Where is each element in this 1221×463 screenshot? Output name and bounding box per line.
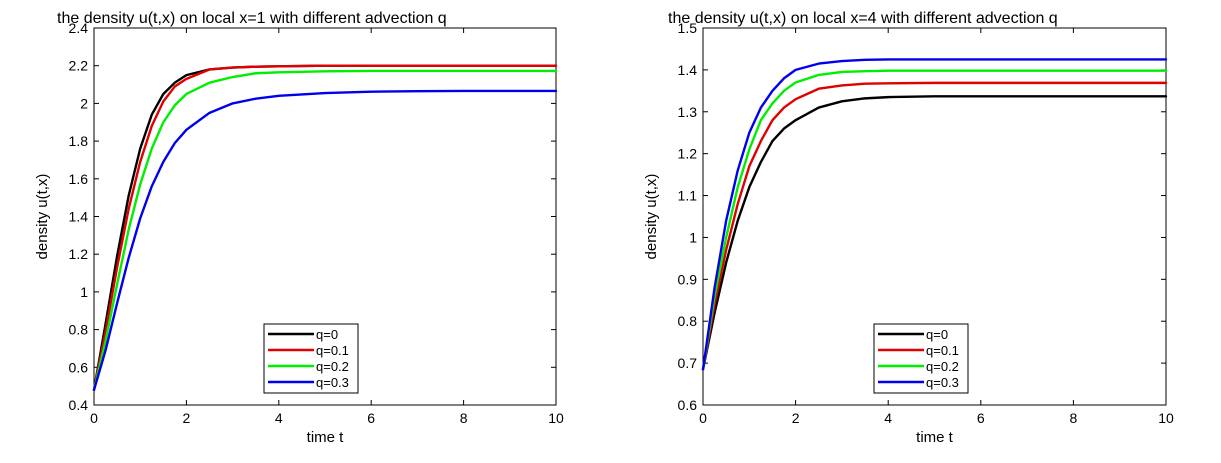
chart-panel-1: 0 2 4 6 8 10 0.4 0.6 0.8 1 1.2 1.4 1.6 1.8 2 2.2 2.4the … — [34, 10, 564, 446]
legend-entry-label: q=0.2 — [316, 359, 349, 374]
y-tick-label: 1.4 — [678, 62, 698, 78]
x-tick-label: 8 — [460, 410, 468, 426]
series-line-q=0.3 — [92, 89, 558, 392]
x-tick-label: 6 — [977, 410, 985, 426]
series-line-q=0.2 — [92, 69, 558, 392]
x-tick-label: 10 — [548, 410, 564, 426]
chart-title: the density u(t,x) on local x=4 with dif… — [668, 10, 1058, 27]
legend-entry-label: q=0.1 — [316, 343, 349, 358]
x-axis-label: time t — [916, 429, 954, 446]
y-tick-label: 0.9 — [678, 271, 698, 287]
y-tick-label: 1.2 — [678, 146, 698, 162]
y-tick-label: 2 — [80, 95, 88, 111]
legend: q=0q=0.1q=0.2q=0.3 — [263, 323, 359, 394]
legend-entry-label: q=0 — [926, 327, 948, 342]
y-tick-label: 1.5 — [678, 20, 698, 36]
x-tick-label: 2 — [792, 410, 800, 426]
y-tick-label: 0.6 — [678, 397, 698, 413]
legend-entry-label: q=0.1 — [926, 343, 959, 358]
y-tick-label: 1.1 — [678, 188, 698, 204]
y-tick-label: 1.4 — [69, 209, 89, 225]
legend: q=0q=0.1q=0.2q=0.3 — [873, 323, 969, 394]
y-tick-label: 1 — [80, 284, 88, 300]
series-line-q=0.1 — [92, 64, 558, 392]
x-tick-label: 4 — [275, 410, 283, 426]
x-tick-label: 8 — [1070, 410, 1078, 426]
x-axis-label: time t — [307, 429, 345, 446]
legend-entry-label: q=0.3 — [316, 375, 349, 390]
legend-entry-label: q=0 — [316, 327, 338, 342]
chart-title: the density u(t,x) on local x=1 with dif… — [57, 10, 447, 27]
y-axis-label: density u(t,x) — [643, 174, 660, 260]
y-axis-label: density u(t,x) — [34, 174, 51, 260]
series-line-q=0 — [701, 95, 1168, 371]
y-tick-label: 0.7 — [678, 355, 698, 371]
y-tick-label: 0.6 — [69, 359, 89, 375]
y-tick-label: 1.3 — [678, 104, 698, 120]
series-line-q=0.3 — [701, 58, 1168, 371]
x-tick-label: 0 — [90, 410, 98, 426]
x-tick-label: 2 — [183, 410, 191, 426]
y-tick-label: 0.8 — [678, 313, 698, 329]
series-line-q=0.1 — [701, 81, 1168, 371]
y-tick-label: 2.4 — [69, 20, 89, 36]
x-tick-label: 6 — [367, 410, 375, 426]
x-tick-label: 10 — [1158, 410, 1174, 426]
y-tick-label: 1 — [689, 229, 697, 245]
y-tick-label: 1.2 — [69, 246, 89, 262]
plot-area-frame — [702, 27, 1167, 406]
legend-entry-label: q=0.3 — [926, 375, 959, 390]
y-tick-label: 0.4 — [69, 397, 89, 413]
y-tick-label: 1.8 — [69, 133, 89, 149]
x-tick-label: 0 — [699, 410, 707, 426]
y-tick-label: 2.2 — [69, 58, 89, 74]
y-tick-label: 0.8 — [69, 322, 89, 338]
y-tick-label: 1.6 — [69, 171, 89, 187]
series-line-q=0.2 — [701, 69, 1168, 371]
x-tick-label: 4 — [884, 410, 892, 426]
legend-entry-label: q=0.2 — [926, 359, 959, 374]
